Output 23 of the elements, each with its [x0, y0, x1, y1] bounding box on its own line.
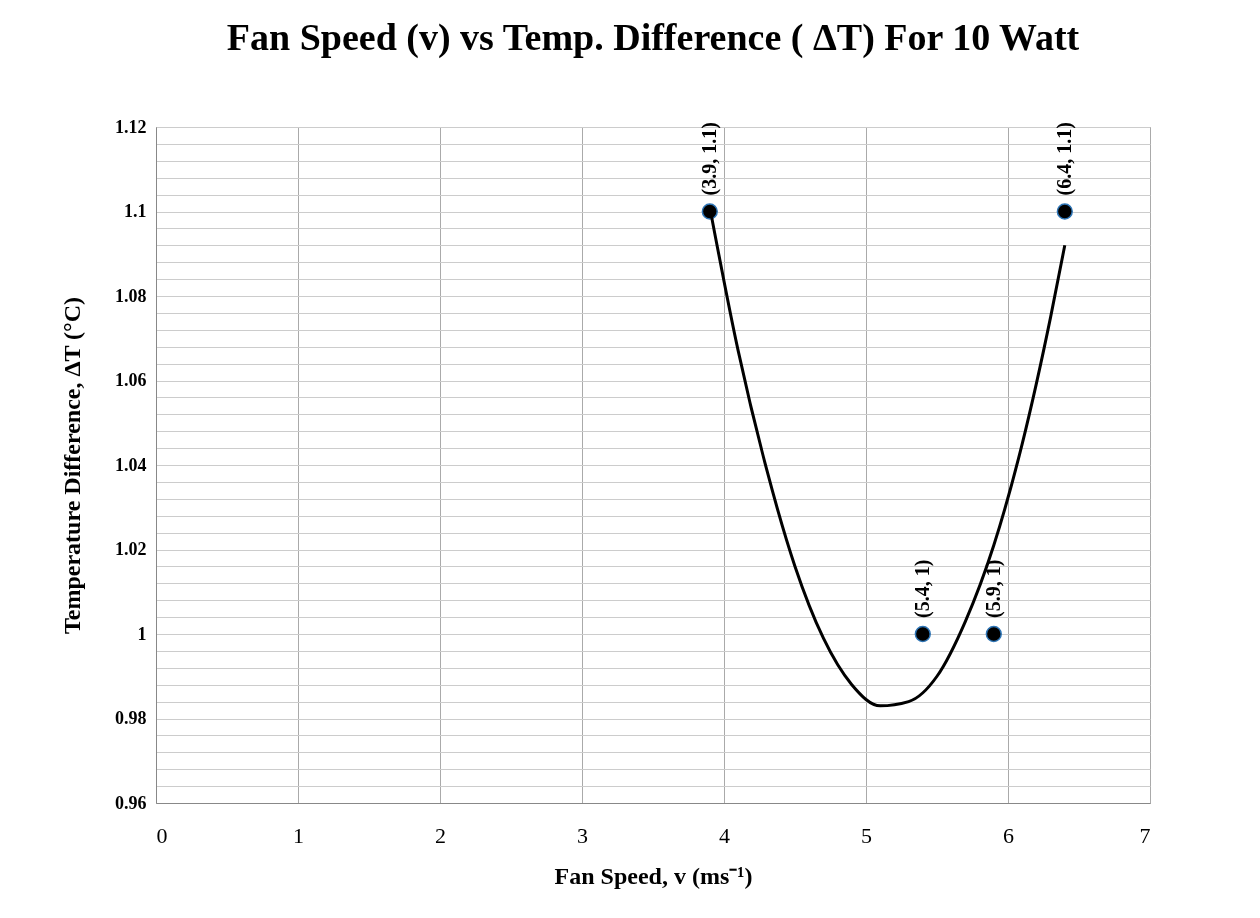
- x-tick-label: 5: [861, 822, 872, 848]
- x-tick-label: 0: [156, 822, 168, 848]
- y-tick-label: 1.12: [115, 116, 147, 137]
- data-label: (5.4, 1): [910, 559, 934, 618]
- y-tick-label: 1.02: [115, 539, 147, 559]
- x-tick-label: 7: [1139, 822, 1151, 848]
- y-tick-label: 1.04: [115, 454, 147, 475]
- y-tick-label: 1.08: [115, 285, 147, 306]
- y-tick-label: 1: [137, 623, 147, 644]
- y-axis-title: Temperature Difference, ΔT (°C): [59, 296, 85, 635]
- y-tick-label: 1.1: [124, 201, 147, 221]
- x-tick-label: 2: [435, 822, 446, 848]
- x-tick-label: 1: [293, 822, 304, 848]
- data-label: (6.4, 1.1): [1052, 122, 1076, 196]
- y-tick-label: 0.96: [115, 792, 147, 813]
- x-axis-title: Fan Speed, v (ms⁻¹): [554, 862, 753, 889]
- y-tick-label: 0.98: [115, 708, 147, 728]
- data-label: (3.9, 1.1): [697, 122, 721, 196]
- chart-title: Fan Speed (v) vs Temp. Difference ( ΔT) For 10 Watt: [226, 16, 1080, 59]
- x-tick-label: 6: [1003, 822, 1014, 848]
- y-tick-label: 1.06: [115, 370, 147, 390]
- x-tick-label: 4: [719, 822, 730, 848]
- x-tick-label: 3: [577, 822, 588, 848]
